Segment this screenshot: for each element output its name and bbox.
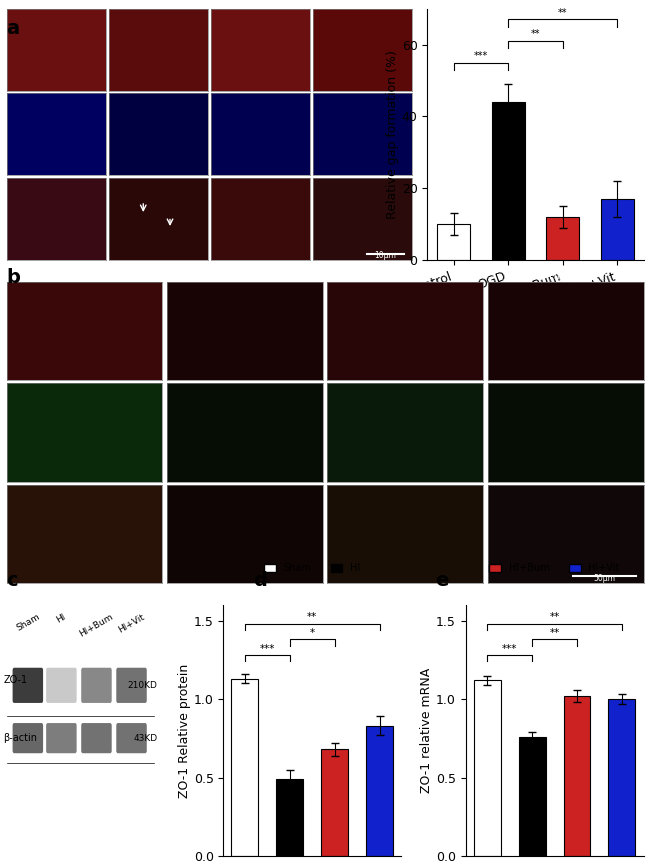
FancyBboxPatch shape (81, 668, 112, 703)
FancyBboxPatch shape (116, 723, 147, 753)
Bar (321, 749, 348, 856)
Bar (276, 779, 304, 856)
Bar (492, 102, 525, 260)
Title: OGD+Vit: OGD+Vit (339, 0, 385, 8)
Y-axis label: ZO-1 relative mRNA: ZO-1 relative mRNA (420, 668, 433, 793)
Text: 210KD: 210KD (127, 681, 157, 689)
Text: 10μm: 10μm (374, 252, 396, 260)
Title: HI+Vit: HI+Vit (549, 271, 582, 281)
Y-axis label: ZO-1 Relative protein: ZO-1 Relative protein (178, 663, 191, 798)
FancyBboxPatch shape (46, 723, 77, 753)
Text: **: ** (558, 8, 567, 17)
FancyBboxPatch shape (46, 668, 77, 703)
Y-axis label: Relative gap formation (%): Relative gap formation (%) (386, 50, 399, 219)
Title: OGD+Bum: OGD+Bum (232, 0, 289, 8)
Text: **: ** (307, 612, 317, 622)
Text: HI+Vit: HI+Vit (117, 612, 146, 635)
Text: 50μm: 50μm (593, 574, 616, 583)
Text: ZO-1: ZO-1 (3, 676, 27, 685)
Text: e: e (436, 571, 449, 590)
Text: b: b (6, 268, 20, 287)
FancyBboxPatch shape (12, 668, 43, 703)
FancyBboxPatch shape (81, 723, 112, 753)
Text: **: ** (530, 29, 540, 39)
Text: HI: HI (55, 612, 68, 625)
Text: β-actin: β-actin (3, 734, 38, 743)
Bar (601, 199, 634, 260)
Text: 43KD: 43KD (133, 734, 157, 743)
Text: d: d (254, 571, 267, 590)
Bar (519, 737, 545, 856)
Legend: Sham, HI: Sham, HI (260, 560, 365, 577)
Text: **: ** (549, 612, 560, 622)
Text: **: ** (549, 628, 560, 638)
Title: Control: Control (37, 0, 75, 8)
Text: ***: *** (260, 644, 275, 654)
FancyBboxPatch shape (116, 668, 147, 703)
Bar (474, 680, 500, 856)
Title: HI+Bum: HI+Bum (384, 271, 427, 281)
Title: Sham: Sham (70, 271, 99, 281)
Bar (231, 679, 259, 856)
Text: c: c (6, 571, 18, 590)
Bar (564, 696, 590, 856)
Text: Sham: Sham (14, 612, 41, 633)
FancyBboxPatch shape (12, 723, 43, 753)
Title: OGD: OGD (146, 0, 170, 8)
Bar (547, 217, 579, 260)
Bar (366, 726, 393, 856)
Text: ***: *** (474, 51, 488, 61)
Bar (608, 699, 636, 856)
Bar (437, 224, 470, 260)
Legend: HI+Bum, HI+Vit: HI+Bum, HI+Vit (486, 560, 623, 577)
Text: HI+Bum: HI+Bum (78, 612, 115, 639)
Text: a: a (6, 19, 20, 38)
Text: ***: *** (502, 644, 517, 654)
Text: *: * (310, 628, 315, 638)
Title: HI: HI (239, 271, 250, 281)
